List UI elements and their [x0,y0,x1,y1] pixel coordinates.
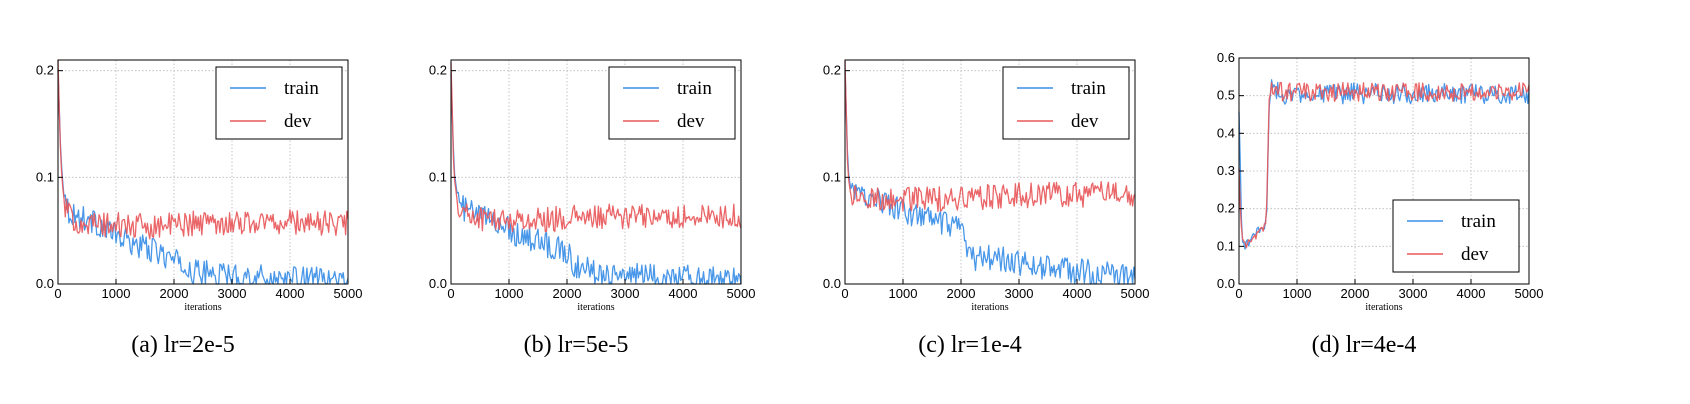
x-tick-label: 3000 [218,286,247,301]
legend: train dev [215,66,343,140]
y-tick-label: 0.1 [823,169,841,184]
y-tick-label: 0.6 [1217,50,1235,65]
series-line-train [1238,79,1530,250]
y-tick-label: 0.2 [36,63,54,78]
y-tick-label: 0.0 [429,276,447,291]
x-tick-label: 4000 [1063,286,1092,301]
x-tick-label: 1000 [889,286,918,301]
x-tick-label: 0 [1235,286,1242,301]
y-tick-label: 0.2 [823,63,841,78]
x-tick-label: 2000 [160,286,189,301]
panel-caption: (d) lr=4e-4 [1312,332,1417,358]
y-tick-label: 0.3 [1217,163,1235,178]
series-line-dev [844,60,1136,213]
x-tick-label: 3000 [1399,286,1428,301]
chart-panel-a: 0 1000 2000 3000 4000 5000 0.0 0.1 0.2 iterations… [36,59,363,358]
x-tick-label: 3000 [611,286,640,301]
legend-box [608,66,736,140]
panel-caption: (a) lr=2e-5 [131,332,234,358]
plot-frame [450,59,742,285]
x-axis-label: iterations [184,302,221,313]
chart-panel-d: 0 1000 2000 3000 4000 5000 0.0 0.1 0.2 0.3 0.4 0.5 0… [1217,50,1544,358]
legend-label-dev: dev [1071,111,1099,132]
legend: train dev [1002,66,1130,140]
x-tick-label: 0 [447,286,454,301]
series-line-train [844,71,1136,285]
plot-frame [57,59,349,285]
legend-label-train: train [1071,78,1106,99]
y-tick-label: 0.2 [1217,201,1235,216]
x-tick-label: 0 [841,286,848,301]
y-tick-label: 0.0 [823,276,841,291]
y-tick-label: 0.5 [1217,88,1235,103]
y-tick-label: 0.0 [36,276,54,291]
x-tick-label: 1000 [495,286,524,301]
x-tick-label: 0 [54,286,61,301]
y-tick-label: 0.1 [429,169,447,184]
x-tick-label: 5000 [727,286,756,301]
legend-label-dev: dev [677,111,705,132]
legend: train dev [608,66,736,140]
y-tick-label: 0.1 [1217,238,1235,253]
y-tick-label: 0.2 [429,63,447,78]
panel-caption: (c) lr=1e-4 [918,332,1021,358]
legend-label-train: train [677,78,712,99]
series-line-train [450,73,742,285]
series-line-dev [1238,81,1530,249]
x-tick-label: 1000 [1283,286,1312,301]
figure-panels: 0 1000 2000 3000 4000 5000 0.0 0.1 0.2 iterations… [36,50,1544,358]
legend-box [1392,199,1520,273]
legend-box [1002,66,1130,140]
x-tick-label: 2000 [947,286,976,301]
legend-label-dev: dev [1461,244,1489,265]
x-tick-label: 2000 [1341,286,1370,301]
x-tick-label: 5000 [1515,286,1544,301]
x-tick-label: 3000 [1005,286,1034,301]
y-tick-label: 0.0 [1217,276,1235,291]
x-axis-label: iterations [1365,302,1402,313]
legend-label-dev: dev [284,111,312,132]
chart-panel-c: 0 1000 2000 3000 4000 5000 0.0 0.1 0.2 iterations… [823,59,1150,358]
x-tick-label: 5000 [334,286,363,301]
x-tick-label: 4000 [1457,286,1486,301]
x-tick-label: 2000 [553,286,582,301]
plot-frame [844,59,1136,285]
y-tick-label: 0.1 [36,169,54,184]
legend-label-train: train [1461,211,1496,232]
series-line-dev [57,59,349,240]
series-line-dev [450,62,742,233]
x-axis-label: iterations [577,302,614,313]
x-axis-label: iterations [971,302,1008,313]
legend-box [215,66,343,140]
x-tick-label: 4000 [276,286,305,301]
y-tick-label: 0.4 [1217,125,1235,140]
x-tick-label: 1000 [102,286,131,301]
x-tick-label: 5000 [1121,286,1150,301]
legend: train dev [1392,199,1520,273]
panel-caption: (b) lr=5e-5 [524,332,629,358]
chart-panel-b: 0 1000 2000 3000 4000 5000 0.0 0.1 0.2 iterations… [429,59,756,358]
x-tick-label: 4000 [669,286,698,301]
legend-label-train: train [284,78,319,99]
